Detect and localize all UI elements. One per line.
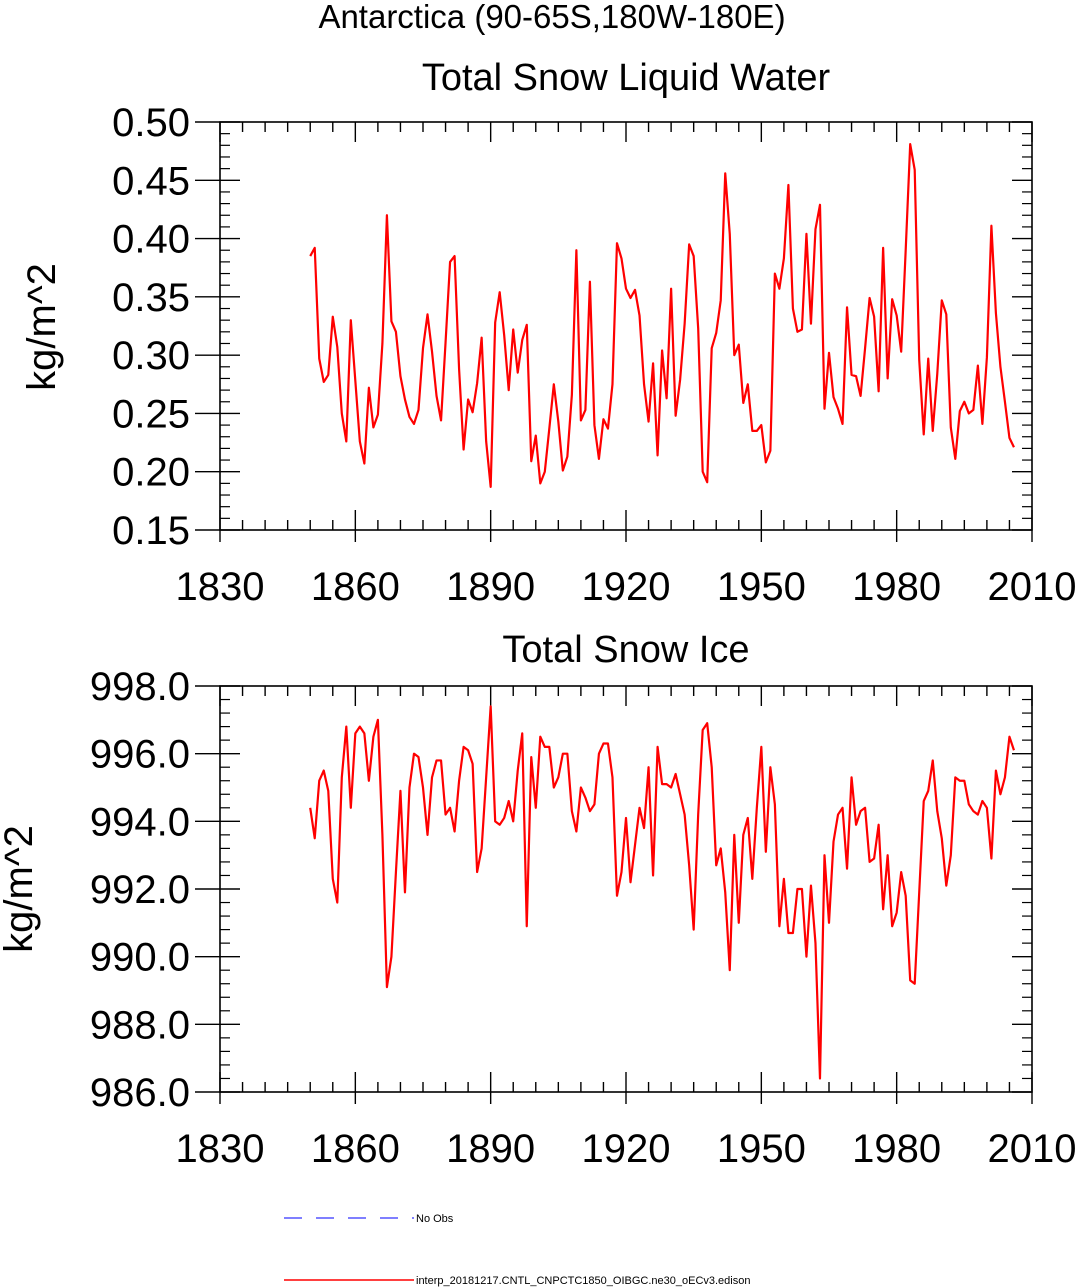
plot-frame (219, 121, 1033, 531)
x-tick-label: 1950 (717, 1127, 806, 1171)
y-tick-label: 0.35 (112, 276, 190, 320)
y-axis-label: kg/m^2 (20, 263, 64, 391)
y-axis-label: kg/m^2 (0, 825, 41, 953)
legend-model-label: interp_20181217.CNTL_CNPCTC1850_OIBGC.ne… (416, 1275, 750, 1287)
x-tick-label: 1890 (446, 565, 535, 609)
figure-title: Antarctica (90-65S,180W-180E) (318, 0, 785, 35)
y-tick-label: 990.0 (90, 936, 190, 980)
x-tick-label: 2010 (988, 1127, 1077, 1171)
y-tick-label: 0.30 (112, 334, 190, 378)
y-tick-label: 0.15 (112, 509, 190, 553)
legend: No Obs interp_20181217.CNTL_CNPCTC1850_O… (284, 1213, 750, 1287)
series-line (309, 705, 1016, 1080)
panel-title: Total Snow Ice (502, 629, 749, 671)
x-tick-label: 1860 (311, 1127, 400, 1171)
y-tick-label: 0.20 (112, 451, 190, 495)
x-tick-label: 1860 (311, 565, 400, 609)
panel-snow-ice: Total Snow Ice kg/m^2 1830 1860 1890 1920 19… (0, 629, 1076, 1171)
y-tick-label: 0.40 (112, 218, 190, 262)
y-tick-label: 994.0 (90, 800, 190, 844)
y-tick-label: 988.0 (90, 1003, 190, 1047)
x-tick-label: 2010 (988, 565, 1077, 609)
y-tick-label: 0.50 (112, 101, 190, 145)
y-tick-label: 998.0 (90, 665, 190, 709)
x-tick-label: 1980 (852, 1127, 941, 1171)
x-tick-label: 1890 (446, 1127, 535, 1171)
y-tick-label: 996.0 (90, 733, 190, 777)
panel-title: Total Snow Liquid Water (422, 57, 831, 99)
legend-obs-label: No Obs (416, 1213, 454, 1225)
x-tick-label: 1830 (176, 1127, 265, 1171)
x-tick-label: 1830 (176, 565, 265, 609)
x-tick-label: 1950 (717, 565, 806, 609)
panel-snow-liquid-water: Total Snow Liquid Water kg/m^2 1830 1860 1… (20, 57, 1076, 609)
series-line (309, 143, 1015, 488)
x-tick-label: 1920 (582, 1127, 671, 1171)
y-tick-label: 0.25 (112, 392, 190, 436)
plot-frame (219, 685, 1033, 1093)
y-tick-label: 986.0 (90, 1071, 190, 1115)
y-tick-label: 992.0 (90, 868, 190, 912)
x-tick-label: 1980 (852, 565, 941, 609)
y-tick-label: 0.45 (112, 159, 190, 203)
x-tick-label: 1920 (582, 565, 671, 609)
